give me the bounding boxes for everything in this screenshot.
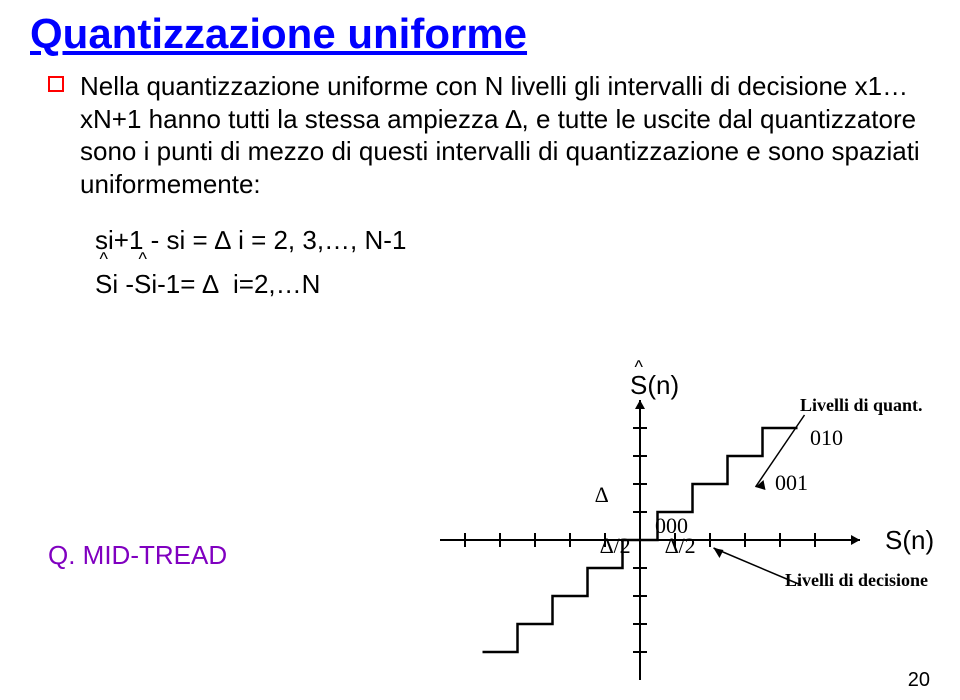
delta-half-left: ∆/2: [600, 533, 631, 559]
s-hat-i: ^S: [95, 262, 112, 306]
x-axis-label: S(n): [885, 525, 934, 556]
livelli-quant-label: Livelli di quant.: [800, 395, 923, 416]
delta-half-right: ∆/2: [665, 533, 696, 559]
bullet-icon: [48, 76, 64, 92]
equation-1: si+1 - si = ∆ i = 2, 3,…, N-1: [95, 218, 960, 262]
mid-tread-label: Q. MID-TREAD: [48, 540, 227, 571]
page-number: 20: [908, 669, 930, 692]
code-001: 001: [775, 470, 808, 496]
equations: si+1 - si = ∆ i = 2, 3,…, N-1 ^Si -^Si-1…: [0, 218, 960, 306]
body-text-content: Nella quantizzazione uniforme con N live…: [80, 71, 920, 199]
livelli-dec-label: Livelli di decisione: [785, 570, 928, 591]
body-paragraph: Nella quantizzazione uniforme con N live…: [0, 58, 960, 200]
y-axis-label: ^S(n): [630, 370, 679, 401]
equation-2: ^Si -^Si-1= ∆ i=2,…N: [95, 262, 960, 306]
delta-label: ∆: [595, 482, 608, 508]
s-hat-i-1: ^S: [134, 262, 151, 306]
page-title: Quantizzazione uniforme: [0, 0, 960, 58]
quantization-chart: ^S(n) Livelli di quant. Livelli di decis…: [440, 390, 940, 690]
code-010: 010: [810, 425, 843, 451]
